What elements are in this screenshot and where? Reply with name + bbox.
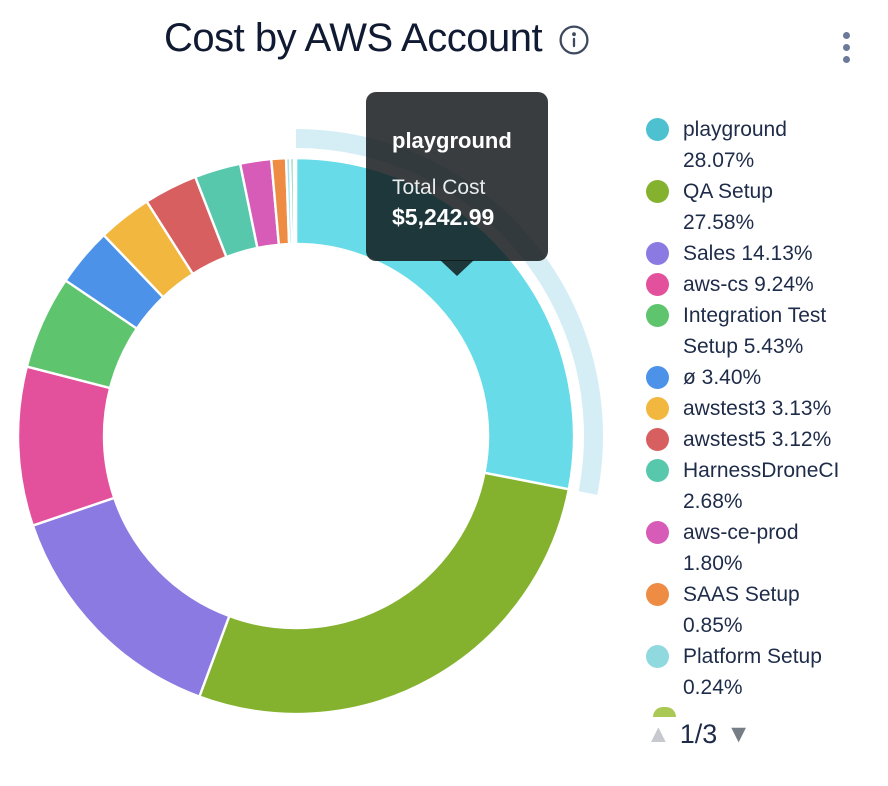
legend-swatch: [646, 242, 669, 265]
chart-tooltip: playground Total Cost $5,242.99: [366, 92, 548, 276]
legend-swatch: [646, 397, 669, 420]
legend-label: QA Setup 27.58%: [683, 180, 773, 234]
donut-slice-other[interactable]: [292, 156, 298, 246]
legend-item-ø[interactable]: ø 3.40%: [646, 362, 884, 393]
tooltip-metric-value: $5,242.99: [392, 204, 495, 230]
legend-swatch: [646, 428, 669, 451]
legend-pagination: ▲ 1/3 ▼: [646, 721, 751, 748]
legend-page-indicator: 1/3: [679, 719, 718, 749]
legend-swatch: [646, 118, 669, 141]
kebab-menu-button[interactable]: [841, 30, 852, 65]
tooltip-series-name: playground: [392, 128, 512, 153]
legend-item-Integration Test Setup[interactable]: Integration Test Setup 5.43%: [646, 300, 884, 362]
header: Cost by AWS Account: [164, 16, 590, 60]
legend-next-item-peek-dot: [653, 707, 676, 717]
legend-label: Integration Test Setup 5.43%: [683, 304, 827, 358]
legend-swatch: [646, 366, 669, 389]
legend-item-playground[interactable]: playground 28.07%: [646, 114, 884, 176]
legend-item-QA Setup[interactable]: QA Setup 27.58%: [646, 176, 884, 238]
kebab-dot: [843, 56, 850, 63]
legend-label: ø 3.40%: [683, 366, 762, 389]
info-icon[interactable]: [558, 24, 590, 56]
legend-item-awstest5[interactable]: awstest5 3.12%: [646, 424, 884, 455]
legend-swatch: [646, 304, 669, 327]
legend-label: SAAS Setup 0.85%: [683, 583, 800, 637]
legend-swatch: [646, 273, 669, 296]
donut-slice-aws-cs[interactable]: [16, 365, 116, 528]
legend-label: Platform Setup 0.24%: [683, 645, 822, 699]
legend-item-Platform Setup[interactable]: Platform Setup 0.24%: [646, 641, 884, 703]
legend-item-Sales[interactable]: Sales 14.13%: [646, 238, 884, 269]
legend-item-HarnessDroneCI[interactable]: HarnessDroneCI 2.68%: [646, 455, 884, 517]
tooltip-metric-label: Total Cost: [392, 176, 486, 199]
legend-label: awstest3 3.13%: [683, 397, 832, 420]
legend-label: HarnessDroneCI 2.68%: [683, 459, 840, 513]
kebab-dot: [843, 44, 850, 51]
donut-slice-Sales[interactable]: [31, 496, 231, 699]
legend-item-aws-cs[interactable]: aws-cs 9.24%: [646, 269, 884, 300]
chart-title: Cost by AWS Account: [164, 16, 543, 60]
legend-swatch: [646, 645, 669, 668]
legend-label: aws-cs 9.24%: [683, 273, 814, 296]
legend-label: awstest5 3.12%: [683, 428, 832, 451]
legend-label: playground 28.07%: [683, 118, 787, 172]
legend-swatch: [646, 583, 669, 606]
legend-label: aws-ce-prod 1.80%: [683, 521, 799, 575]
legend-swatch: [646, 521, 669, 544]
kebab-dot: [843, 32, 850, 39]
donut-slice-QA Setup[interactable]: [197, 471, 571, 716]
legend-swatch: [646, 180, 669, 203]
legend-swatch: [646, 459, 669, 482]
legend-item-aws-ce-prod[interactable]: aws-ce-prod 1.80%: [646, 517, 884, 579]
legend-item-SAAS Setup[interactable]: SAAS Setup 0.85%: [646, 579, 884, 641]
tooltip-pointer: [440, 260, 474, 276]
legend-item-awstest3[interactable]: awstest3 3.13%: [646, 393, 884, 424]
legend: playground 28.07% QA Setup 27.58% Sales 14.1…: [646, 114, 884, 703]
legend-page-down-button[interactable]: ▼: [726, 720, 752, 748]
legend-label: Sales 14.13%: [683, 242, 813, 265]
legend-page-up-button[interactable]: ▲: [646, 720, 671, 748]
